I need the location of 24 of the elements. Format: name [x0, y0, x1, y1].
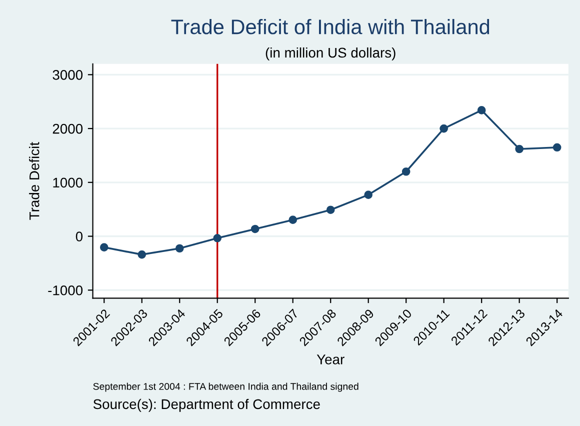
point [552, 143, 562, 152]
point [402, 167, 410, 176]
x-axis-title: Year [316, 354, 344, 364]
point [326, 206, 335, 214]
y-tick-label: 1000 [53, 178, 83, 188]
y-tick-label: 2000 [52, 124, 83, 134]
y-tick-label: 0 [76, 232, 83, 242]
y-tick-label: -1000 [48, 285, 83, 296]
source-note: Source(s): Department of Commerce [93, 398, 320, 412]
chart-title: Trade Deficit of India with Thailand [171, 18, 490, 34]
point [138, 250, 146, 259]
point [477, 106, 486, 114]
point [515, 144, 524, 154]
point [213, 234, 222, 242]
y-axis-title: Trade Deficit [29, 142, 40, 220]
point [364, 190, 373, 199]
point [175, 244, 184, 253]
text: September 1st 2004 : FTA between India and Thailand signed [93, 382, 358, 392]
y-tick-label: 3000 [52, 70, 83, 80]
point [288, 216, 298, 224]
point [440, 124, 448, 133]
point [250, 224, 260, 234]
chart-subtitle: (in million US dollars) [266, 47, 396, 60]
point [100, 243, 108, 252]
